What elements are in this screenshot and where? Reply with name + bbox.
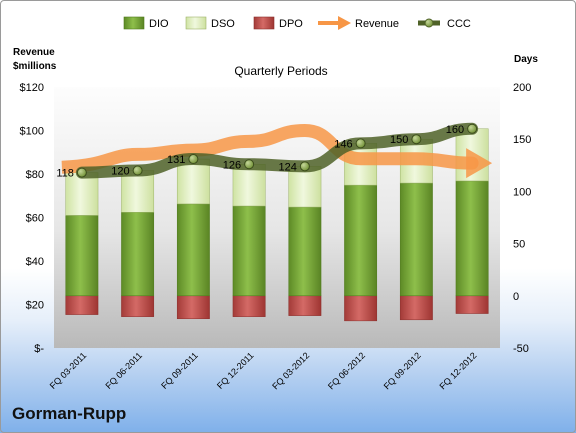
left-tick-label: $80: [26, 169, 44, 181]
legend: DIO DSO DPO Revenue CCC: [123, 16, 471, 30]
chart-title: Quarterly Periods: [234, 64, 327, 78]
right-tick-label: 100: [513, 186, 531, 198]
bar-dpo: [65, 295, 99, 315]
left-tick-label: $-: [34, 343, 44, 355]
revenue-line: [61, 124, 479, 174]
ccc-data-label: 131: [167, 154, 185, 166]
x-tick-label: FQ 03-2012: [270, 350, 311, 391]
bar-dso: [65, 172, 99, 216]
right-tick-label: 50: [513, 239, 525, 251]
bar-dpo: [344, 295, 378, 322]
legend-marker-ccc: [424, 18, 434, 28]
ccc-data-label: 146: [334, 138, 352, 150]
bar-dio: [399, 182, 433, 297]
x-tick-label: FQ 09-2011: [159, 350, 200, 391]
left-axis-title-line1: Revenue: [13, 47, 55, 58]
legend-label-dso: DSO: [211, 18, 235, 30]
ccc-marker: [132, 165, 143, 176]
left-tick-label: $100: [20, 126, 44, 138]
bar-dio: [176, 203, 210, 297]
ccc-marker: [76, 167, 87, 178]
bar-dso: [121, 170, 155, 213]
x-tick-label: FQ 06-2011: [103, 350, 144, 391]
right-axis-title: Days: [514, 54, 538, 65]
ccc-data-label: 150: [390, 134, 408, 146]
bar-dpo: [232, 295, 266, 317]
right-tick-label: 150: [513, 134, 531, 146]
x-tick-label: FQ 06-2012: [326, 350, 367, 391]
legend-label-revenue: Revenue: [355, 18, 399, 30]
ccc-marker: [188, 154, 199, 165]
ccc-marker: [467, 123, 478, 134]
bar-dio: [455, 180, 489, 297]
bar-dio: [121, 212, 155, 297]
bar-dio: [288, 206, 322, 297]
legend-label-dio: DIO: [149, 18, 169, 30]
right-tick-label: 200: [513, 82, 531, 94]
legend-swatch-dpo: [253, 16, 275, 30]
ccc-marker: [355, 138, 366, 149]
plot-area: [54, 87, 500, 348]
legend-swatch-dso: [185, 16, 207, 30]
right-tick-label: -50: [513, 343, 529, 355]
left-tick-label: $20: [26, 300, 44, 312]
x-tick-label: FQ 12-2012: [438, 350, 479, 391]
bar-dso: [232, 164, 266, 207]
legend-label-ccc: CCC: [447, 18, 471, 30]
x-tick-label: FQ 12-2011: [215, 350, 256, 391]
legend-label-dpo: DPO: [279, 18, 303, 30]
bar-dpo: [455, 295, 489, 314]
left-axis: $- $20 $40 $60 $80 $100 $120: [20, 82, 45, 355]
company-name: Gorman-Rupp: [12, 404, 127, 423]
ccc-marker: [244, 159, 255, 170]
legend-swatch-dio: [123, 16, 145, 30]
ccc-data-label: 160: [446, 124, 464, 136]
bar-dpo: [399, 295, 433, 321]
bar-dio: [65, 215, 99, 297]
bar-dpo: [288, 295, 322, 316]
left-tick-label: $120: [20, 82, 44, 94]
revenue-arrowhead: [466, 148, 493, 179]
bar-dio: [344, 184, 378, 297]
ccc-data-label: 118: [56, 168, 74, 180]
left-tick-label: $40: [26, 256, 44, 268]
ccc-data-label: 124: [279, 161, 297, 173]
bar-dio: [232, 205, 266, 297]
bar-dso: [176, 158, 210, 205]
bar-dpo: [176, 295, 210, 320]
bar-dso: [288, 166, 322, 208]
x-tick-label: FQ 03-2011: [48, 350, 89, 391]
legend-swatch-revenue: [318, 16, 351, 30]
x-axis: FQ 03-2011 FQ 06-2011 FQ 09-2011 FQ 12-2011…: [48, 350, 479, 391]
ccc-marker: [299, 161, 310, 172]
ccc-data-label: 120: [111, 166, 129, 178]
bar-dpo: [121, 295, 155, 317]
right-axis: -50 0 50 100 150 200: [513, 82, 531, 355]
ccc-data-label: 126: [223, 159, 241, 171]
right-tick-label: 0: [513, 291, 519, 303]
left-tick-label: $60: [26, 213, 44, 225]
ccc-marker: [411, 134, 422, 145]
x-tick-label: FQ 09-2012: [382, 350, 423, 391]
left-axis-title-line2: $millions: [13, 61, 57, 72]
